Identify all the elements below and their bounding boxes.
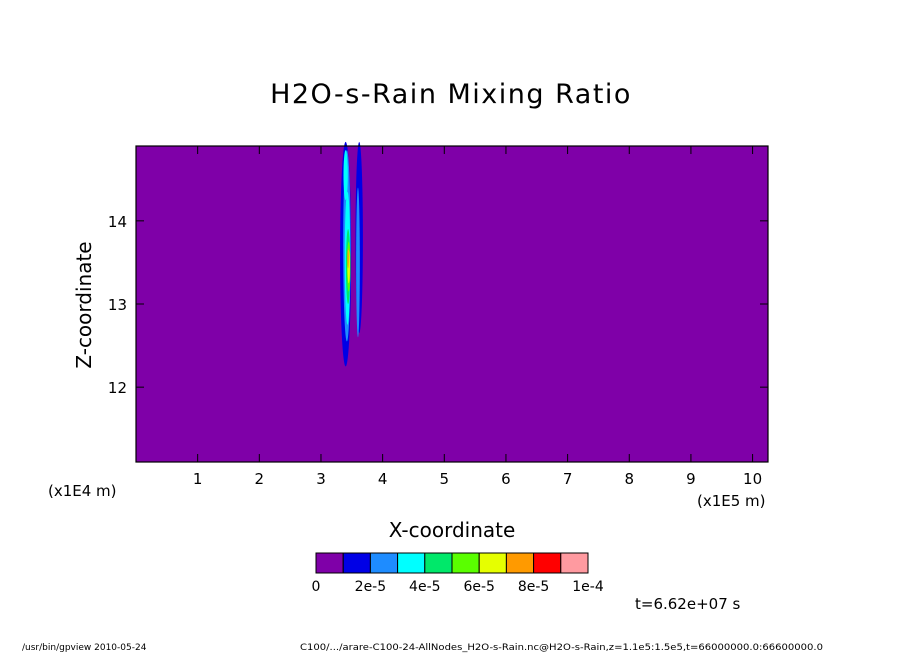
plot-area bbox=[136, 146, 768, 462]
x-tick-label: 4 bbox=[378, 470, 388, 488]
x-axis: 1 2 3 4 5 6 7 8 9 10 bbox=[193, 146, 762, 488]
x-tick-label: 7 bbox=[563, 470, 573, 488]
colorbar bbox=[315, 552, 589, 574]
chart-title: H2O-s-Rain Mixing Ratio bbox=[270, 79, 632, 110]
colorbar-swatch bbox=[533, 552, 562, 574]
x-unit-label: (x1E5 m) bbox=[697, 492, 766, 510]
time-label: t=6.62e+07 s bbox=[635, 595, 741, 613]
colorbar-label: 1e-4 bbox=[572, 579, 604, 595]
x-tick-label: 3 bbox=[316, 470, 326, 488]
x-tick-label: 9 bbox=[686, 470, 696, 488]
x-tick-label: 10 bbox=[743, 470, 762, 488]
contour-level-7 bbox=[347, 248, 349, 269]
colorbar-label: 4e-5 bbox=[409, 579, 440, 595]
contour-level-2 bbox=[356, 187, 360, 338]
x-tick-label: 5 bbox=[440, 470, 450, 488]
colorbar-swatch bbox=[424, 552, 453, 574]
colorbar-swatch bbox=[505, 552, 535, 574]
x-tick-label: 6 bbox=[501, 470, 511, 488]
colorbar-labels: 0 2e-5 4e-5 6e-5 8e-5 1e-4 bbox=[312, 579, 604, 595]
colorbar-swatch bbox=[560, 552, 589, 574]
colorbar-swatch bbox=[315, 552, 344, 574]
y-tick-label: 12 bbox=[108, 379, 127, 397]
contour-level-3 bbox=[343, 150, 348, 201]
colorbar-swatch bbox=[397, 552, 426, 574]
colorbar-swatch bbox=[451, 552, 480, 574]
rain-plume bbox=[340, 141, 363, 367]
colorbar-label: 2e-5 bbox=[355, 579, 386, 595]
colorbar-label: 8e-5 bbox=[518, 579, 549, 595]
y-tick-label: 13 bbox=[108, 296, 127, 314]
colorbar-label: 6e-5 bbox=[463, 579, 494, 595]
y-unit-label: (x1E4 m) bbox=[48, 482, 117, 500]
x-tick-label: 2 bbox=[255, 470, 265, 488]
x-tick-label: 1 bbox=[193, 470, 203, 488]
x-axis-label: X-coordinate bbox=[389, 518, 516, 542]
y-axis: 12 13 14 bbox=[108, 213, 768, 397]
y-tick-label: 14 bbox=[108, 213, 127, 231]
colorbar-swatch bbox=[369, 552, 399, 574]
colorbar-label: 0 bbox=[312, 579, 321, 595]
colorbar-swatch bbox=[478, 552, 507, 574]
footer-right: C100/.../arare-C100-24-AllNodes_H2O-s-Ra… bbox=[300, 643, 823, 653]
y-axis-label: Z-coordinate bbox=[72, 241, 96, 368]
colorbar-swatch bbox=[342, 552, 371, 574]
x-tick-label: 8 bbox=[624, 470, 634, 488]
footer-left: /usr/bin/gpview 2010-05-24 bbox=[22, 643, 147, 653]
